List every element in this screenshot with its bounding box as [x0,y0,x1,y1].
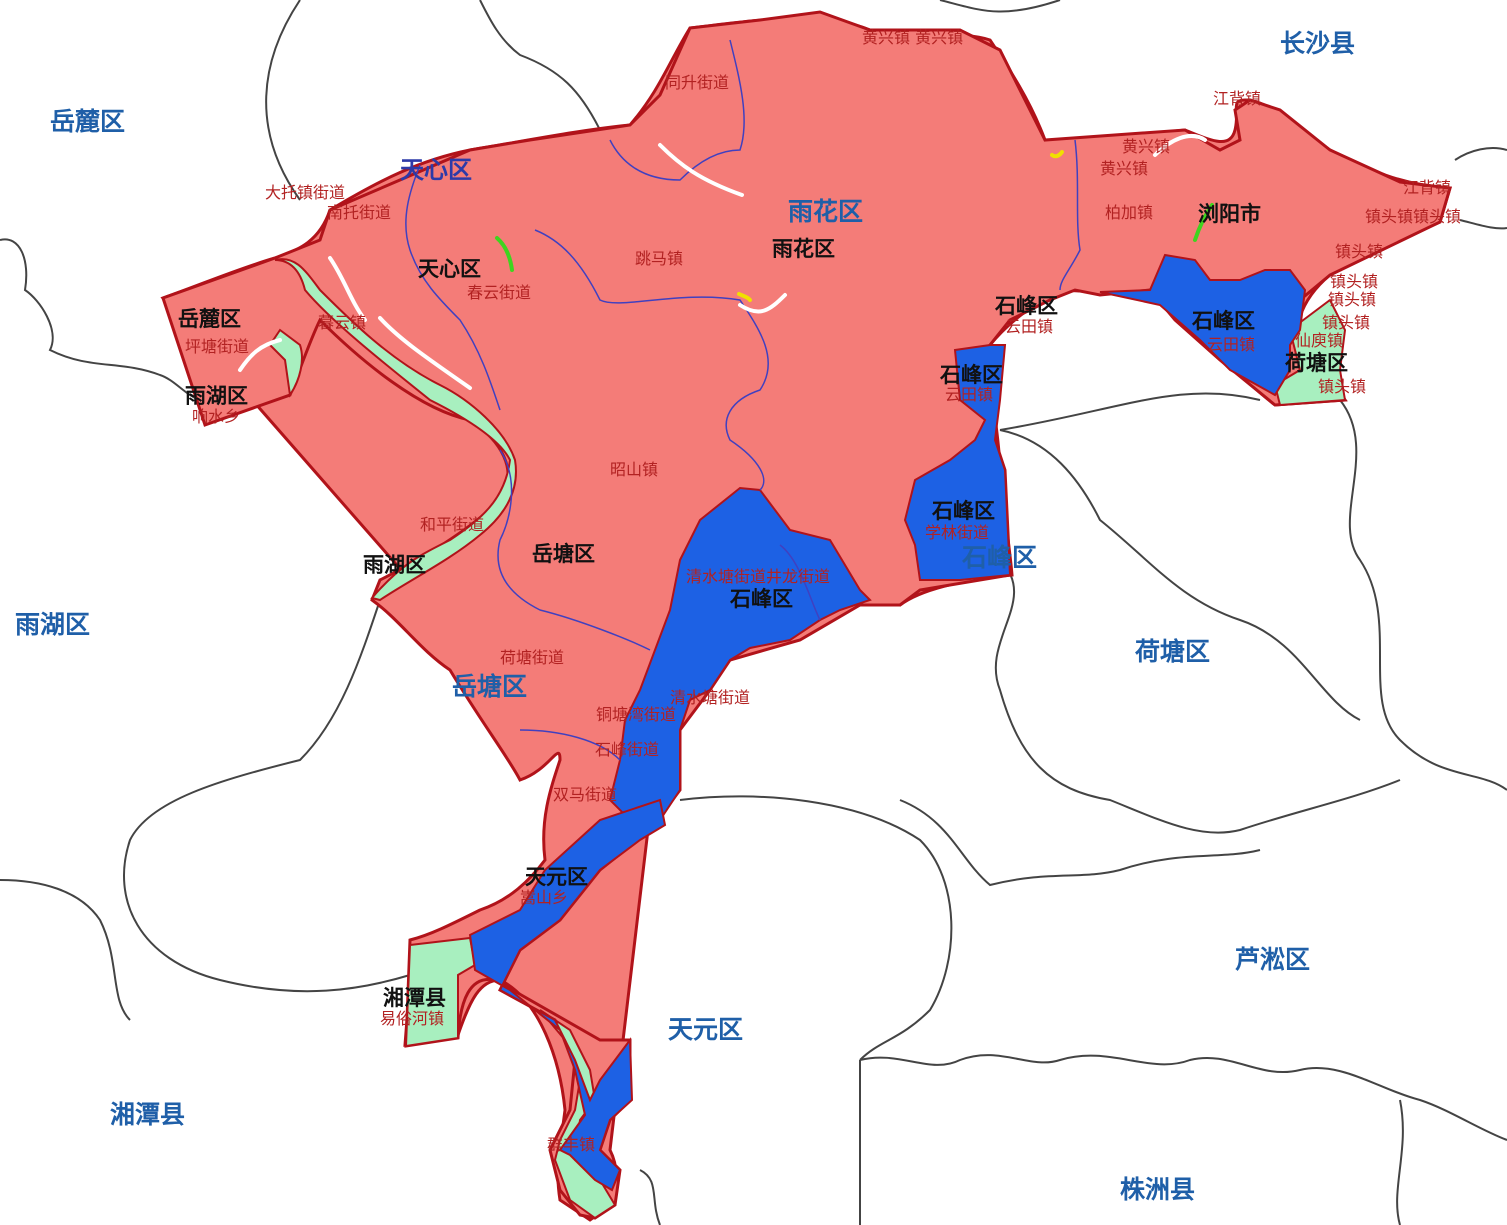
district-labels: 岳麓区 雨湖区 天心区 雨花区 浏阳市 石峰区 石峰区 石峰区 石峰区 荷塘区 … [178,201,1348,1010]
town-label[interactable]: 铜塘湾街道 [596,705,676,724]
region-label[interactable]: 株洲县 [1120,1175,1195,1204]
region-label[interactable]: 天心区 [400,155,472,184]
green-east[interactable] [1273,298,1347,407]
region-label[interactable]: 天元区 [668,1015,743,1044]
town-label[interactable]: 江背镇 [1213,89,1261,108]
town-label[interactable]: 荷塘街道 [500,648,564,667]
town-label[interactable]: 镇头镇 [1335,242,1383,261]
district-label[interactable]: 天元区 [525,864,588,889]
town-label[interactable]: 和平街道 [420,515,484,534]
district-label[interactable]: 湘潭县 [383,985,446,1010]
town-label[interactable]: 昭山镇 [610,460,658,479]
region-labels: 岳麓区 长沙县 雨湖区 荷塘区 芦淞区 天元区 湘潭县 株洲县 雨花区 天心区 … [15,29,1355,1204]
town-label[interactable]: 清水塘街道 [670,688,750,707]
region-label[interactable]: 岳塘区 [452,672,527,701]
district-label[interactable]: 岳麓区 [178,306,241,331]
town-label[interactable]: 暮云镇 [318,313,366,332]
region-label[interactable]: 湘潭县 [110,1100,185,1129]
district-label[interactable]: 雨湖区 [185,383,248,408]
green-south-strip[interactable] [539,1009,617,1220]
town-label[interactable]: 学林街道 [925,523,989,542]
town-label[interactable]: 镇头镇 [1322,313,1370,332]
blue-east[interactable] [1099,253,1307,397]
region-label[interactable]: 长沙县 [1280,29,1355,58]
town-label[interactable]: 云田镇 [1005,317,1053,336]
district-label[interactable]: 天心区 [418,256,481,281]
blue-south[interactable] [468,798,667,1192]
district-label[interactable]: 雨花区 [772,236,835,261]
town-label[interactable]: 跳马镇 [635,249,683,268]
town-label[interactable]: 春云街道 [467,283,531,302]
drawn-marks [238,134,1214,390]
region-label[interactable]: 雨花区 [788,197,863,226]
district-label[interactable]: 石峰区 [939,362,1003,387]
district-label[interactable]: 石峰区 [994,293,1058,318]
town-label[interactable]: 仙庾镇 [1295,331,1343,350]
green-zones [268,258,1347,1220]
town-label[interactable]: 江背镇 [1403,178,1451,197]
district-label[interactable]: 荷塘区 [1285,350,1348,375]
region-label[interactable]: 石峰区 [961,543,1037,572]
town-label[interactable]: 云田镇 [1207,335,1255,354]
town-label[interactable]: 坪塘街道 [185,337,249,356]
town-label[interactable]: 石峰街道 [595,740,659,759]
town-label[interactable]: 双马街道 [553,785,617,804]
town-label[interactable]: 大托镇街道 [265,183,345,202]
town-label[interactable]: 响水乡 [192,407,240,426]
district-lines [405,39,1081,761]
district-label[interactable]: 石峰区 [931,498,995,523]
blue-center[interactable] [608,486,872,832]
district-label[interactable]: 浏阳市 [1198,201,1261,226]
district-label[interactable]: 雨湖区 [363,552,426,577]
town-label[interactable]: 镇头镇镇头镇 [1365,207,1461,226]
town-label[interactable]: 易俗河镇 [380,1009,444,1028]
blue-zones [468,253,1307,1192]
district-label[interactable]: 岳塘区 [532,541,595,566]
region-label[interactable]: 岳麓区 [50,107,125,136]
town-label[interactable]: 柏加镇 [1105,203,1153,222]
town-label[interactable]: 同升街道 [665,73,729,92]
town-label[interactable]: 镇头镇 [1330,272,1378,291]
town-label[interactable]: 嵩山乡 [520,888,568,907]
town-label[interactable]: 黄兴镇 [1122,137,1170,156]
town-label[interactable]: 南托街道 [327,203,391,222]
town-labels: 黄兴镇 黄兴镇 同升街道 江背镇 黄兴镇 黄兴镇 大托镇街道 南托街道 柏加镇 … [185,28,1461,1154]
region-label[interactable]: 芦淞区 [1235,945,1310,974]
town-label[interactable]: 清水塘街道井龙街道 [686,567,830,586]
region-label[interactable]: 雨湖区 [15,610,90,639]
district-label[interactable]: 石峰区 [1191,308,1255,333]
town-label[interactable]: 黄兴镇 [1100,159,1148,178]
green-river-band[interactable] [274,258,517,602]
town-label[interactable]: 镇头镇 [1318,377,1366,396]
town-label[interactable]: 云田镇 [945,385,993,404]
town-label[interactable]: 黄兴镇 黄兴镇 [862,28,963,47]
blue-center-east[interactable] [903,344,1012,581]
town-label[interactable]: 镇头镇 [1328,290,1376,309]
town-label[interactable]: 群丰镇 [547,1135,595,1154]
district-label[interactable]: 石峰区 [729,586,793,611]
region-label[interactable]: 荷塘区 [1135,637,1210,666]
